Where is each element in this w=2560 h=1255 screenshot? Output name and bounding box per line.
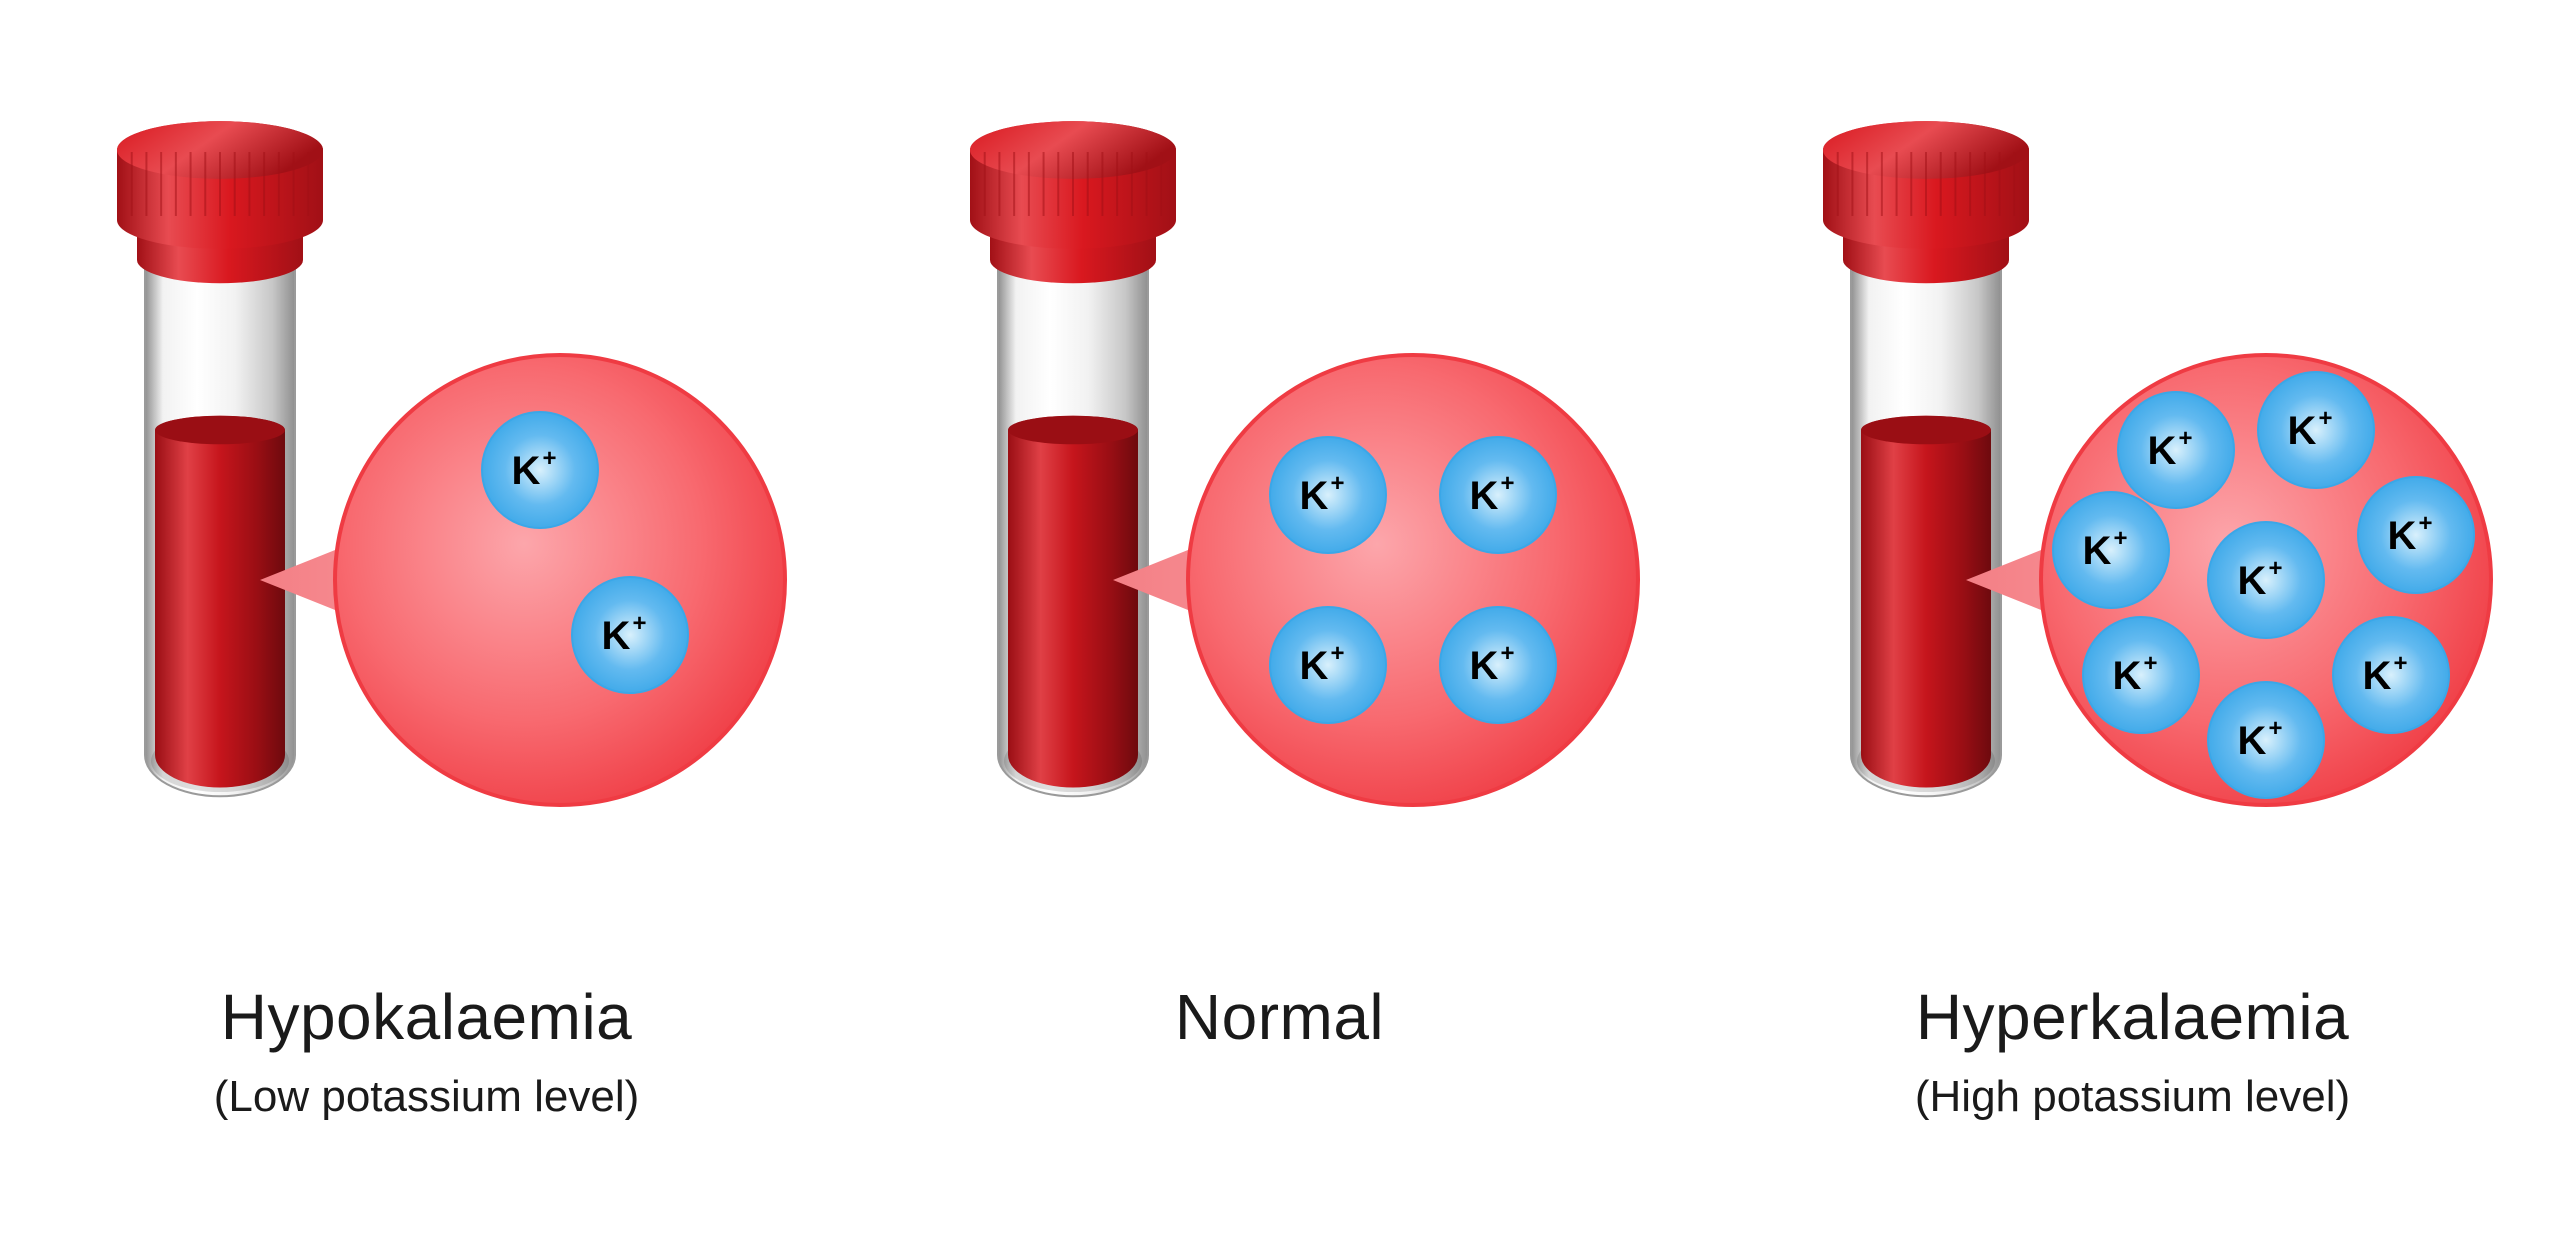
panel-labels: Hyperkalaemia (High potassium level) <box>1706 980 2559 1122</box>
blood-sample <box>1008 416 1138 788</box>
potassium-ion: K+ <box>2118 392 2234 508</box>
potassium-ion: K+ <box>1270 437 1386 553</box>
panel-subtitle: (Low potassium level) <box>0 1072 853 1122</box>
panel-title: Hypokalaemia <box>0 980 853 1054</box>
potassium-ion: K+ <box>1440 437 1556 553</box>
potassium-ion: K+ <box>2358 477 2474 593</box>
potassium-ion: K+ <box>2053 492 2169 608</box>
panel-normal: K+ K+ K+ K+ Normal <box>853 0 1706 1255</box>
blood-surface <box>1008 416 1138 445</box>
panel-hyper: K+K+K+K+K+K+K+K+Hyperkalaemia(High potas… <box>1706 0 2559 1255</box>
panel-labels: Normal <box>853 980 1706 1054</box>
potassium-ion: K+ <box>482 412 598 528</box>
potassium-ion: K+ <box>2208 522 2324 638</box>
zoom-circle <box>1188 355 1638 805</box>
blood-surface <box>155 416 285 445</box>
potassium-ion: K+ <box>2208 682 2324 798</box>
blood-sample <box>1861 416 1991 788</box>
potassium-ion: K+ <box>1270 607 1386 723</box>
blood-surface <box>1861 416 1991 445</box>
panel-hypo: K+ K+ Hypokalaemia (Low potassium level) <box>0 0 853 1255</box>
potassium-ion: K+ <box>572 577 688 693</box>
potassium-ion: K+ <box>2333 617 2449 733</box>
potassium-ion: K+ <box>2083 617 2199 733</box>
panel-title: Normal <box>853 980 1706 1054</box>
blood-sample <box>155 416 285 788</box>
panel-title: Hyperkalaemia <box>1706 980 2559 1054</box>
panel-subtitle: (High potassium level) <box>1706 1072 2559 1122</box>
potassium-ion: K+ <box>1440 607 1556 723</box>
potassium-ion: K+ <box>2258 372 2374 488</box>
panel-labels: Hypokalaemia (Low potassium level) <box>0 980 853 1122</box>
